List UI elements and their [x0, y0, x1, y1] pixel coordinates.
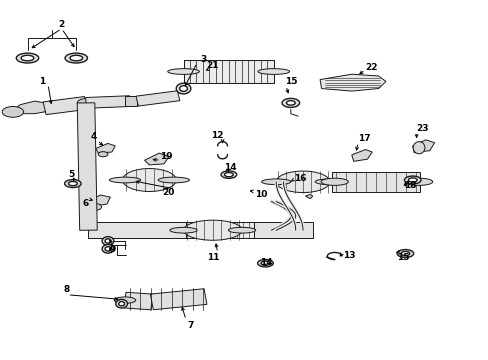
- Ellipse shape: [102, 237, 114, 245]
- Ellipse shape: [286, 101, 295, 105]
- Text: 16: 16: [294, 174, 306, 183]
- Polygon shape: [320, 74, 385, 91]
- Polygon shape: [185, 222, 254, 238]
- Text: 12: 12: [211, 131, 224, 140]
- Polygon shape: [254, 222, 312, 238]
- Polygon shape: [124, 292, 153, 310]
- Text: 15: 15: [396, 253, 408, 262]
- Ellipse shape: [68, 181, 77, 186]
- Polygon shape: [183, 60, 273, 83]
- Text: 7: 7: [187, 321, 194, 330]
- Ellipse shape: [21, 55, 34, 61]
- Ellipse shape: [407, 178, 416, 182]
- Ellipse shape: [105, 239, 111, 243]
- Ellipse shape: [167, 69, 199, 75]
- Ellipse shape: [102, 244, 114, 253]
- Text: 19: 19: [160, 152, 172, 161]
- Ellipse shape: [261, 179, 290, 185]
- Text: 23: 23: [415, 123, 428, 132]
- Text: 10: 10: [255, 190, 267, 199]
- Polygon shape: [305, 194, 312, 199]
- Ellipse shape: [228, 227, 255, 233]
- Ellipse shape: [77, 99, 95, 107]
- Polygon shape: [43, 96, 87, 114]
- Ellipse shape: [70, 55, 82, 61]
- Text: 20: 20: [163, 188, 175, 197]
- Ellipse shape: [158, 177, 189, 183]
- Text: 15: 15: [284, 77, 297, 86]
- Polygon shape: [136, 91, 180, 106]
- Ellipse shape: [276, 171, 329, 193]
- Ellipse shape: [315, 179, 344, 185]
- Ellipse shape: [116, 300, 127, 308]
- Ellipse shape: [224, 172, 233, 177]
- Polygon shape: [331, 172, 419, 192]
- Text: 5: 5: [68, 170, 74, 179]
- Ellipse shape: [114, 297, 136, 303]
- Ellipse shape: [257, 69, 289, 75]
- Ellipse shape: [404, 176, 420, 184]
- Polygon shape: [96, 143, 115, 153]
- Ellipse shape: [221, 171, 236, 178]
- Text: 13: 13: [343, 251, 355, 260]
- Polygon shape: [412, 140, 434, 153]
- Polygon shape: [85, 96, 130, 108]
- Text: 1: 1: [39, 77, 45, 86]
- Polygon shape: [150, 289, 206, 310]
- Ellipse shape: [321, 178, 347, 185]
- Ellipse shape: [396, 249, 413, 257]
- Text: 14: 14: [223, 163, 236, 172]
- Ellipse shape: [105, 247, 111, 251]
- Ellipse shape: [119, 302, 124, 306]
- Text: 8: 8: [63, 285, 69, 294]
- Ellipse shape: [261, 261, 269, 265]
- Ellipse shape: [90, 204, 102, 210]
- Polygon shape: [144, 153, 168, 165]
- Text: 18: 18: [403, 181, 416, 190]
- Polygon shape: [8, 101, 49, 114]
- Text: 2: 2: [59, 19, 64, 28]
- Ellipse shape: [109, 177, 141, 183]
- Polygon shape: [351, 149, 371, 161]
- Text: 14: 14: [260, 258, 272, 267]
- Ellipse shape: [405, 178, 432, 185]
- Text: 11: 11: [206, 253, 219, 262]
- Ellipse shape: [64, 180, 81, 188]
- Text: 21: 21: [206, 61, 219, 70]
- Ellipse shape: [2, 107, 23, 117]
- Ellipse shape: [98, 152, 108, 157]
- Ellipse shape: [16, 53, 39, 63]
- Ellipse shape: [183, 220, 242, 240]
- Ellipse shape: [65, 53, 87, 63]
- Text: 3: 3: [200, 55, 206, 64]
- Polygon shape: [125, 96, 137, 107]
- Text: 17: 17: [357, 134, 369, 143]
- Polygon shape: [86, 195, 110, 206]
- Text: 6: 6: [83, 199, 89, 208]
- Ellipse shape: [282, 98, 299, 107]
- Ellipse shape: [176, 83, 190, 94]
- Text: 9: 9: [109, 246, 116, 255]
- Ellipse shape: [179, 86, 187, 91]
- Text: 4: 4: [90, 132, 96, 141]
- Ellipse shape: [412, 141, 424, 154]
- Ellipse shape: [122, 168, 176, 192]
- Polygon shape: [77, 103, 97, 230]
- Ellipse shape: [169, 227, 197, 233]
- Ellipse shape: [257, 260, 273, 267]
- Polygon shape: [88, 222, 185, 238]
- Ellipse shape: [400, 251, 409, 256]
- Text: 22: 22: [364, 63, 377, 72]
